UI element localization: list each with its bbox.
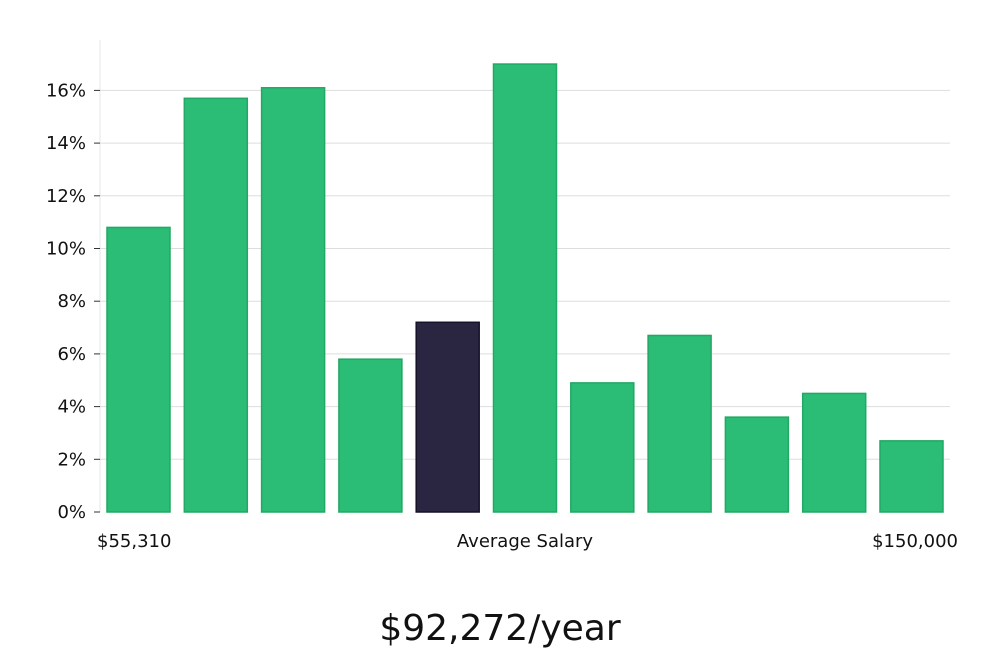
y-tick-label: 8% bbox=[57, 291, 86, 312]
y-tick-label: 6% bbox=[57, 344, 86, 365]
y-tick-label: 2% bbox=[57, 449, 86, 470]
bar-average-highlight bbox=[415, 321, 480, 513]
bar bbox=[570, 382, 635, 513]
bar bbox=[106, 226, 171, 513]
average-salary-value: $92,272/year bbox=[379, 608, 621, 649]
bar bbox=[492, 63, 558, 513]
bar bbox=[338, 358, 403, 513]
x-label-min: $55,310 bbox=[97, 531, 171, 552]
bar bbox=[260, 87, 326, 513]
y-tick-label: 16% bbox=[46, 80, 86, 101]
x-label-max: $150,000 bbox=[872, 531, 958, 552]
bar bbox=[801, 392, 867, 513]
bar bbox=[647, 334, 712, 513]
bar bbox=[879, 440, 944, 513]
bars bbox=[106, 63, 944, 513]
y-tick-label: 4% bbox=[57, 397, 86, 418]
x-label-center: Average Salary bbox=[457, 531, 594, 552]
y-tick-label: 14% bbox=[46, 133, 86, 154]
bar bbox=[183, 97, 249, 513]
salary-histogram: 0% 2% 4% 6% 8% 10% 12% 14% 16% $55,310 Average S… bbox=[46, 40, 958, 552]
y-tick-labels: 0% 2% 4% 6% 8% 10% 12% 14% 16% bbox=[46, 80, 100, 523]
y-tick-label: 10% bbox=[46, 239, 86, 260]
bar bbox=[724, 416, 790, 513]
y-tick-label: 12% bbox=[46, 186, 86, 207]
y-tick-label: 0% bbox=[57, 502, 86, 523]
